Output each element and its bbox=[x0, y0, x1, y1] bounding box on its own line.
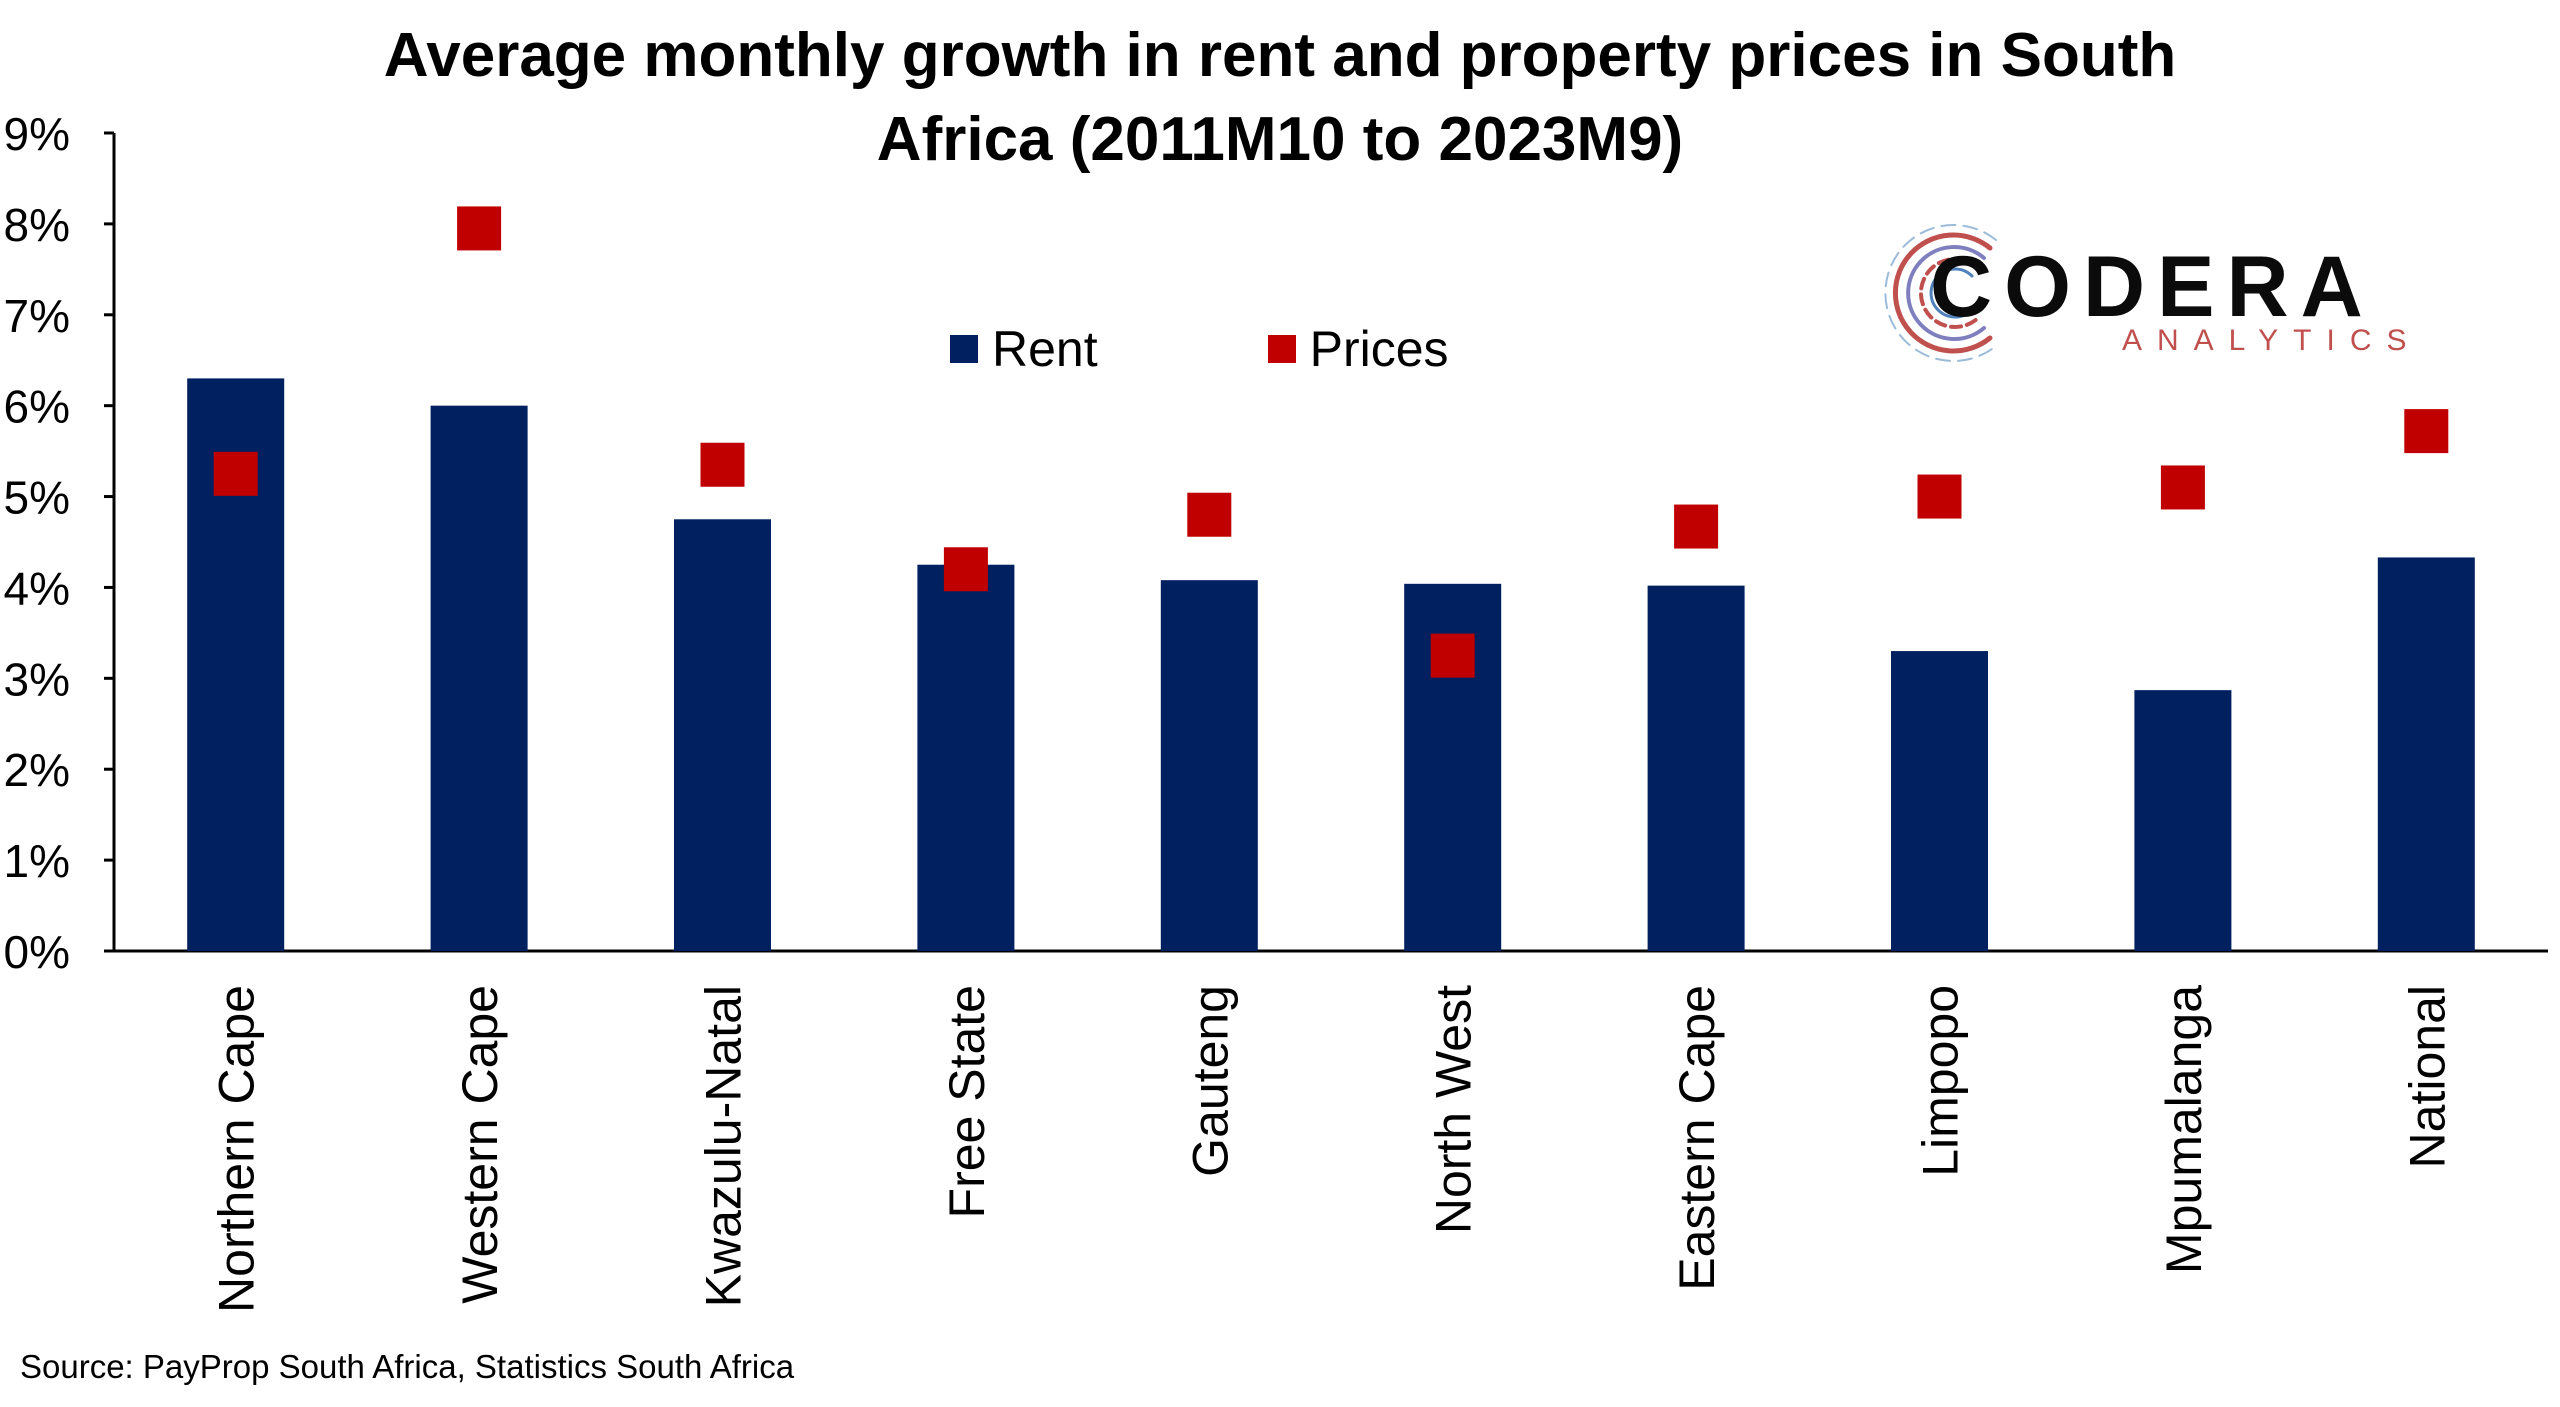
rent-bar bbox=[917, 564, 1015, 951]
y-tick-label: 0% bbox=[4, 926, 70, 978]
x-category-label: National bbox=[2399, 985, 2455, 1168]
prices-marker bbox=[1430, 633, 1475, 678]
y-tick-label: 4% bbox=[4, 562, 70, 614]
chart-title-line-2: Africa (2011M10 to 2023M9) bbox=[876, 105, 1684, 174]
y-tick-label: 7% bbox=[4, 290, 70, 342]
rent-bar bbox=[1647, 585, 1745, 951]
x-category-label: Limpopo bbox=[1913, 985, 1969, 1177]
y-tick-label: 6% bbox=[4, 381, 70, 433]
logo-subtitle: ANALYTICS bbox=[2122, 324, 2422, 357]
rent-bar bbox=[1160, 580, 1258, 951]
prices-marker bbox=[943, 547, 988, 592]
chart-title-line-1: Average monthly growth in rent and prope… bbox=[383, 21, 2177, 90]
prices-marker bbox=[213, 451, 258, 496]
source-note: Source: PayProp South Africa, Statistics… bbox=[20, 1348, 795, 1385]
x-category-label: Gauteng bbox=[1182, 985, 1238, 1177]
prices-marker bbox=[1674, 504, 1719, 549]
legend-item-prices: Prices bbox=[1267, 320, 1449, 378]
chart-title: Average monthly growth in rent and prope… bbox=[0, 14, 2560, 182]
x-category-label: Western Cape bbox=[452, 985, 508, 1304]
prices-marker bbox=[457, 206, 502, 251]
rent-bar bbox=[674, 519, 771, 951]
x-category-label: Free State bbox=[939, 985, 995, 1218]
logo-name: CODERA bbox=[1930, 239, 2375, 335]
legend-label-rent: Rent bbox=[992, 321, 1098, 377]
legend-label-prices: Prices bbox=[1309, 321, 1449, 377]
x-category-label: Kwazulu-Natal bbox=[696, 985, 752, 1307]
x-category-label: North West bbox=[1426, 985, 1482, 1234]
rent-bar bbox=[1891, 651, 1988, 951]
codera-swirl-icon bbox=[1884, 224, 1997, 362]
y-tick-label: 2% bbox=[4, 744, 70, 796]
prices-marker bbox=[1917, 474, 1962, 519]
prices-marker bbox=[2404, 409, 2449, 454]
y-tick-label: 8% bbox=[4, 199, 70, 251]
rent-bar bbox=[2377, 557, 2475, 951]
rent-bar bbox=[2134, 690, 2232, 951]
prices-marker bbox=[1187, 492, 1232, 537]
codera-logo: CODERA ANALYTICS bbox=[1872, 218, 2432, 368]
y-tick-label: 9% bbox=[4, 108, 70, 160]
legend-swatch-rent bbox=[950, 335, 978, 363]
x-category-label: Eastern Cape bbox=[1669, 985, 1725, 1291]
rent-bar bbox=[430, 405, 528, 952]
y-tick-label: 1% bbox=[4, 835, 70, 887]
prices-marker bbox=[2160, 465, 2205, 510]
legend-item-rent: Rent bbox=[950, 320, 1098, 378]
x-category-label: Northern Cape bbox=[209, 985, 265, 1313]
y-tick-label: 3% bbox=[4, 653, 70, 705]
chart-legend: Rent Prices bbox=[950, 320, 1619, 378]
y-tick-label: 5% bbox=[4, 472, 70, 524]
x-category-label: Mpumalanga bbox=[2156, 985, 2212, 1274]
prices-marker bbox=[700, 442, 745, 487]
legend-swatch-prices bbox=[1267, 335, 1296, 363]
